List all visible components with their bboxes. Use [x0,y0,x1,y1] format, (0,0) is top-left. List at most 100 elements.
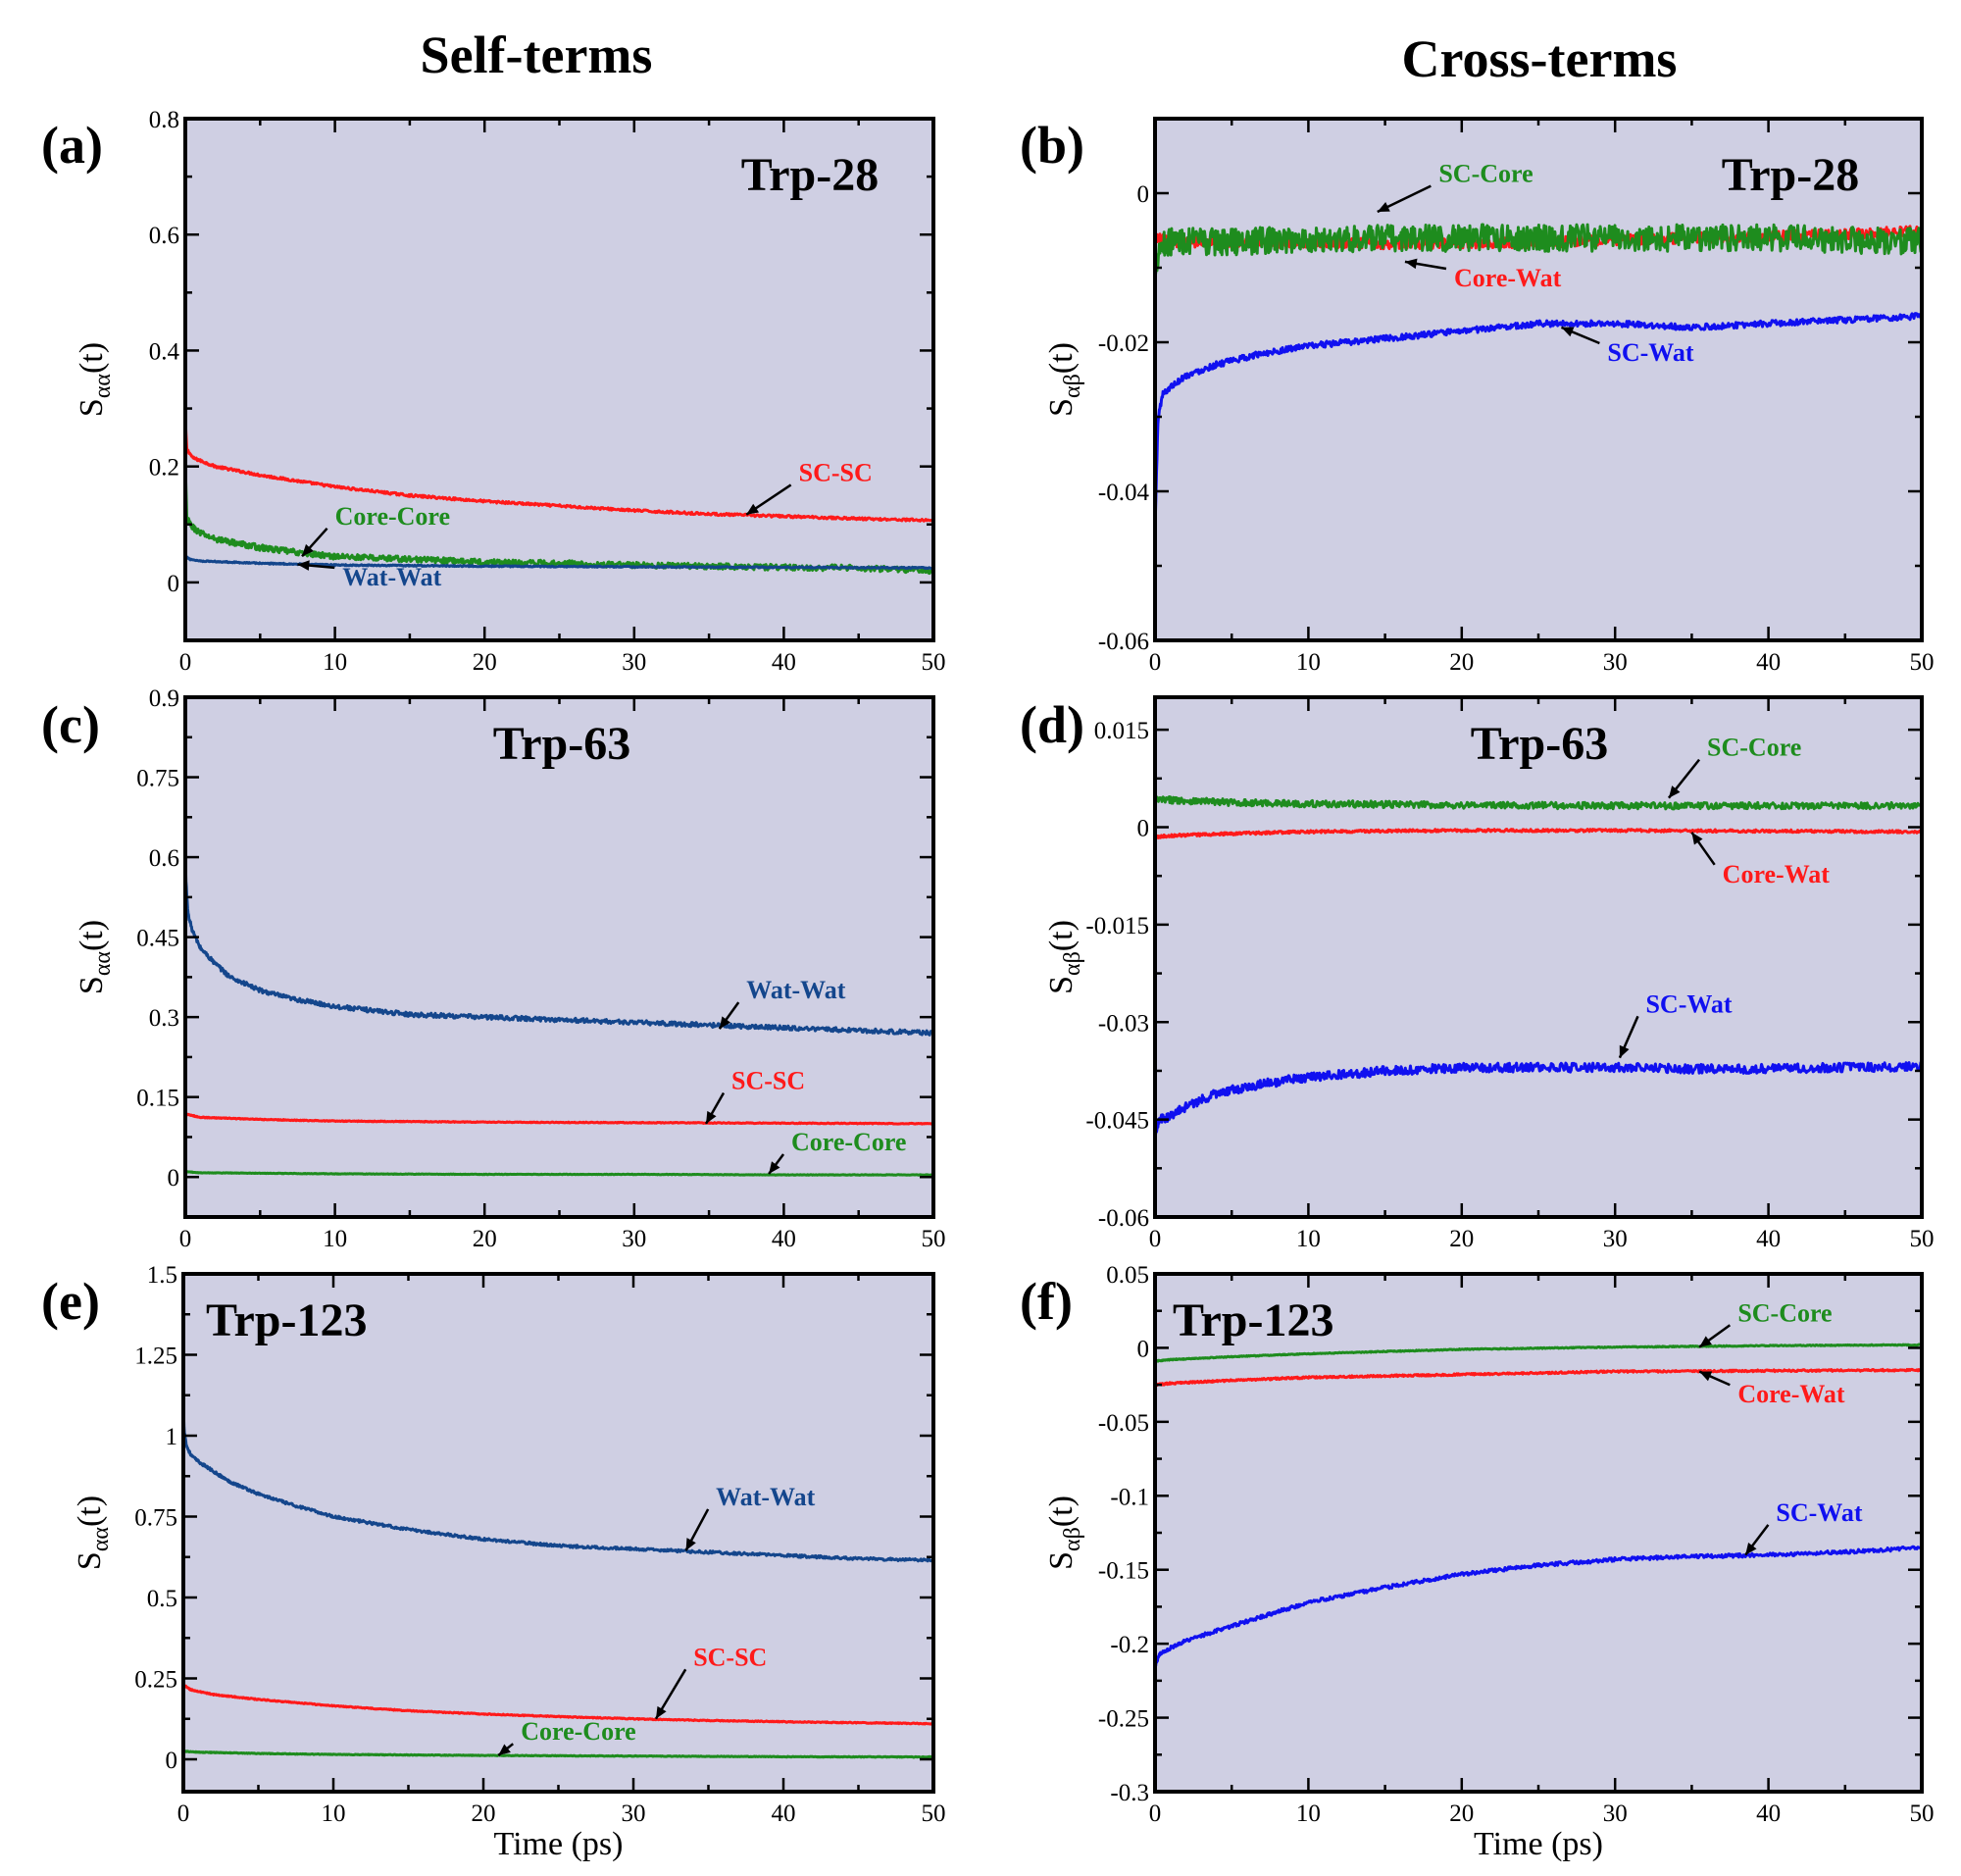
annotation-label: SC-Wat [1607,338,1693,367]
series-sc-wat [1155,312,1922,530]
annotation-label: Core-Core [335,502,450,531]
annotation-sc-wat: SC-Wat [1744,1498,1863,1556]
x-tick-label: 30 [1603,1800,1628,1827]
annotation-arrowhead [1619,1044,1630,1058]
y-axis-label: Sαα(t) [72,1496,114,1570]
panel-title: Trp-123 [206,1294,367,1346]
annotation-label: SC-Core [1707,734,1801,762]
x-tick-label: 30 [622,1226,646,1252]
y-tick-label: -0.2 [1110,1632,1149,1658]
plot-frame [181,1272,935,1794]
y-tick-label: 0.75 [136,766,179,792]
x-tick-label: 0 [1149,1800,1162,1827]
annotation-core-core: Core-Core [497,1717,636,1757]
annotation-arrowhead [302,543,314,557]
y-tick-label: -0.25 [1098,1706,1149,1733]
x-tick-label: 10 [1296,1800,1321,1827]
annotation-sc-wat: SC-Wat [1618,989,1733,1059]
y-tick-label: -0.15 [1098,1558,1149,1585]
plot-area [1155,1274,1922,1792]
annotation-label: Core-Wat [1454,264,1562,292]
plot-frame [1153,117,1924,642]
x-tick-label: 40 [772,649,796,676]
y-tick-label: 0.8 [149,107,179,133]
annotation-core-wat: Core-Wat [1404,258,1562,292]
y-tick-label: 0.15 [136,1086,179,1112]
y-axis-label: Sαβ(t) [1043,342,1085,417]
y-tick-label: -0.05 [1098,1410,1149,1437]
panel-title: Trp-63 [493,718,630,770]
panels: 0 10 20 30 40 5000.20.40.60.8(a)Trp-28Sαα(t)S… [41,107,1935,1862]
y-tick-label: 0 [168,1165,180,1192]
y-tick-label: -0.06 [1098,629,1149,655]
plot-frame [1153,1272,1924,1794]
y-tick-label: 0.4 [149,338,180,365]
annotation-label: SC-SC [731,1067,805,1095]
x-tick-label: 50 [922,1226,946,1252]
x-tick-label: 0 [179,649,192,676]
x-tick-label: 40 [1756,1800,1781,1827]
x-tick-label: 40 [1756,1226,1781,1252]
panel-label: (b) [1020,116,1084,175]
y-tick-label: -0.015 [1085,913,1149,939]
y-tick-label: 0 [1137,1336,1150,1362]
x-tick-label: 30 [1603,1226,1628,1252]
y-tick-label: -0.1 [1110,1484,1149,1510]
plot-frame [1153,695,1924,1219]
annotation-label: SC-Core [1438,160,1533,188]
annotation-wat-wat: Wat-Wat [684,1483,816,1551]
series-core-wat [1155,1367,1922,1388]
series-sc-core [1155,223,1922,276]
annotation-core-wat: Core-Wat [1698,1370,1845,1408]
annotation-arrowhead [769,1161,780,1174]
x-tick-label: 10 [323,649,347,676]
x-tick-label: 20 [1449,649,1474,676]
x-tick-label: 20 [472,1800,496,1827]
y-tick-label: 0 [166,1748,178,1774]
y-axis-label: Sαα(t) [74,920,116,994]
y-tick-label: 0 [168,571,180,597]
annotation-sc-core: SC-Core [1667,734,1801,799]
annotation-label: Wat-Wat [746,976,845,1004]
series-wat-wat [185,554,933,571]
panel-title: Trp-28 [1722,149,1859,201]
panel-label: (a) [41,116,103,175]
series-sc-core [1155,1343,1922,1363]
y-tick-label: -0.03 [1098,1010,1149,1037]
annotation-sc-sc: SC-SC [704,1067,805,1125]
x-tick-label: 20 [473,649,497,676]
annotation-arrowhead [655,1705,667,1719]
y-tick-label: 0.75 [134,1505,177,1532]
panel-e: 0 10 20 30 40 50 0 0.25 0.5 0.75 1 1.25 1.5 (e) Trp-12… [41,1262,946,1862]
annotation-sc-core: SC-Core [1698,1298,1833,1348]
y-tick-label: -0.02 [1098,330,1149,357]
x-tick-label: 10 [1296,649,1321,676]
annotation-core-core: Core-Core [301,502,450,558]
annotation-arrowhead [1699,1371,1713,1382]
annotation-sc-core: SC-Core [1377,160,1534,214]
annotation-arrowhead [685,1538,696,1551]
plot-frame [183,695,935,1219]
x-tick-label: 40 [772,1800,796,1827]
x-tick-label: 0 [1149,1226,1162,1252]
panel-b: 0 10 20 30 40 50 -0.06 -0.04 -0.02 0 (b) Trp-28 Sαβ(… [1020,116,1935,676]
panel-label: (d) [1020,695,1084,754]
annotation-label: SC-SC [799,458,873,486]
series-sc-wat [1155,1544,1922,1668]
y-tick-label: 0.3 [149,1005,179,1032]
y-tick-label: -0.045 [1085,1108,1149,1135]
plot-area [1155,119,1922,640]
x-tick-label: 0 [179,1226,192,1252]
x-tick-label: 30 [622,1800,646,1827]
y-axis-label: Sαβ(t) [1043,920,1085,994]
annotation-arrowhead [297,560,310,571]
series-core-wat [1155,828,1922,840]
annotation-arrowhead [1404,258,1418,270]
x-tick-label: 20 [1449,1226,1474,1252]
series-core-core [183,1749,933,1759]
cross-terms-column-title: Cross-terms [1402,29,1678,88]
series-wat-wat [183,1400,933,1563]
y-tick-label: -0.3 [1110,1780,1149,1806]
panel-a: 0 10 20 30 40 50 0 0.2 0.4 0.6 0.8 (a) Trp-28 Sαα(t) S… [41,107,946,676]
panel-title: Trp-123 [1173,1294,1333,1346]
